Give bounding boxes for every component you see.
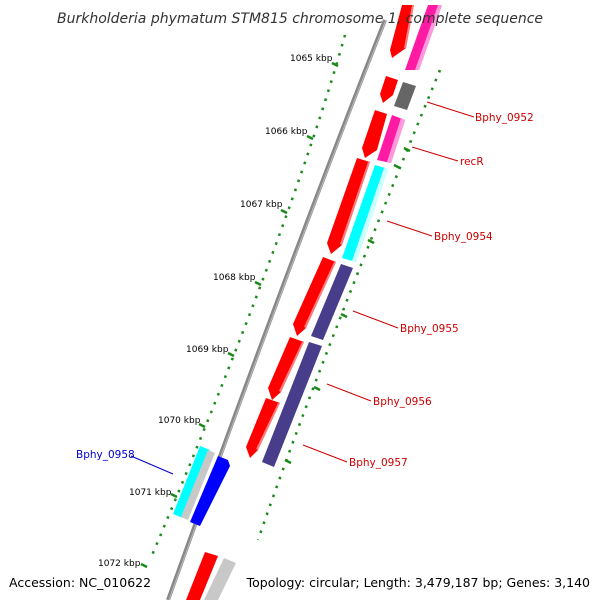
gene-label: Bphy_0956 [373, 396, 432, 408]
cds-feature [390, 5, 414, 58]
outer-tick [403, 146, 411, 153]
tick-label: 1071 kbp [129, 488, 172, 498]
category-feature-magenta [377, 115, 405, 163]
gene-labels: Bphy_0952 recR Bphy_0954 Bphy_0955 Bphy_… [76, 112, 534, 469]
tick-mark [227, 351, 235, 358]
cds-feature [268, 337, 304, 400]
map-title: Burkholderia phymatum STM815 chromosome … [57, 11, 543, 27]
cds-feature [327, 158, 370, 254]
reverse-feature-blue [190, 456, 230, 526]
cds-feature [380, 76, 398, 103]
gene-label: Bphy_0958 [76, 449, 135, 461]
category-feature-navy [262, 342, 322, 467]
category-feature-cyan [342, 165, 388, 262]
reverse-feature-silver [181, 450, 215, 520]
tick-mark [306, 134, 314, 141]
outer-tick [313, 385, 321, 392]
category-feature-magenta-highlight [387, 118, 405, 163]
gene-label: Bphy_0954 [434, 231, 493, 243]
leader-line [386, 220, 433, 237]
tick-mark [198, 422, 206, 429]
category-feature-magenta-highlight [415, 5, 442, 70]
leader-line [130, 455, 174, 475]
outer-tick [367, 238, 375, 245]
outer-tick [284, 458, 292, 465]
cds-highlight [404, 5, 414, 48]
leader-line [352, 310, 399, 329]
tick-mark [254, 280, 262, 287]
gene-label: Bphy_0952 [475, 112, 534, 124]
tick-label: 1069 kbp [186, 345, 229, 355]
tick-label: 1067 kbp [240, 200, 283, 210]
outer-tick [393, 163, 401, 170]
cds-track-red [186, 5, 414, 600]
cds-track-red-highlight [256, 5, 414, 450]
outer-ticks [284, 146, 411, 465]
accession-label: Accession: NC_010622 [9, 575, 151, 590]
leader-line [411, 146, 459, 162]
leader-line [326, 383, 372, 402]
tick-mark [331, 61, 339, 68]
summary-label: Topology: circular; Length: 3,479,187 bp… [246, 575, 590, 590]
tick-mark [170, 492, 178, 499]
cds-feature [186, 552, 218, 600]
tick-marks [140, 61, 339, 569]
category-feature-silver [204, 558, 236, 600]
tick-labels: 1065 kbp 1066 kbp 1067 kbp 1068 kbp 1069… [98, 54, 333, 569]
tick-mark [140, 562, 148, 569]
leader-line [426, 101, 475, 118]
cds-highlight [256, 403, 280, 450]
outer-tick [340, 312, 348, 319]
leader-lines [130, 101, 475, 475]
scale-ring-dots [148, 34, 347, 561]
cds-highlight [340, 162, 370, 245]
tick-label: 1072 kbp [98, 559, 141, 569]
gene-label: Bphy_0957 [349, 457, 408, 469]
cds-highlight [279, 342, 304, 392]
tick-label: 1070 kbp [158, 416, 201, 426]
tick-label: 1065 kbp [290, 54, 333, 64]
gene-label: Bphy_0955 [400, 323, 459, 335]
cds-feature [362, 110, 387, 158]
gene-label: recR [460, 156, 484, 168]
outer-ring-dots [256, 69, 442, 541]
tick-mark [280, 208, 288, 215]
leader-line [302, 444, 348, 463]
tick-label: 1068 kbp [213, 273, 256, 283]
category-feature-navy [311, 264, 353, 340]
category-feature-cyan-highlight [352, 168, 388, 262]
reverse-feature-cyan [173, 446, 210, 518]
cds-feature [246, 398, 280, 458]
tick-label: 1066 kbp [265, 127, 308, 137]
cds-highlight [304, 262, 336, 328]
category-feature-gray [394, 82, 416, 110]
cds-feature [293, 257, 336, 336]
